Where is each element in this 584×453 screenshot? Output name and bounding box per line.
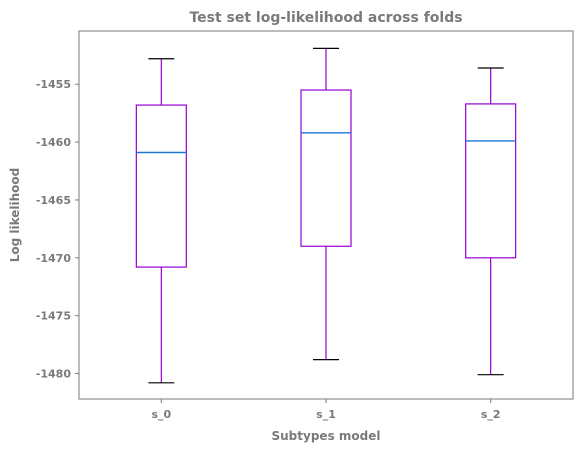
x-tick-label: s_2 bbox=[481, 408, 501, 421]
box-iqr bbox=[135, 104, 187, 268]
x-axis-label: Subtypes model bbox=[272, 429, 381, 443]
y-tick-label: -1465 bbox=[36, 194, 71, 207]
box-s_1 bbox=[300, 47, 352, 361]
y-tick-label: -1475 bbox=[36, 310, 71, 323]
x-tick-label: s_1 bbox=[316, 408, 336, 421]
y-tick-label: -1460 bbox=[36, 136, 72, 149]
chart-title: Test set log-likelihood across folds bbox=[189, 10, 462, 26]
box-s_2 bbox=[465, 67, 517, 376]
y-tick-label: -1455 bbox=[36, 78, 71, 91]
box-iqr bbox=[300, 89, 352, 247]
box-iqr bbox=[465, 103, 517, 259]
y-tick-label: -1480 bbox=[36, 368, 72, 381]
plot-area bbox=[135, 47, 517, 384]
y-tick-label: -1470 bbox=[36, 252, 72, 265]
y-axis-label: Log likelihood bbox=[8, 168, 22, 263]
x-tick-label: s_0 bbox=[151, 408, 171, 421]
box-s_0 bbox=[135, 58, 187, 384]
